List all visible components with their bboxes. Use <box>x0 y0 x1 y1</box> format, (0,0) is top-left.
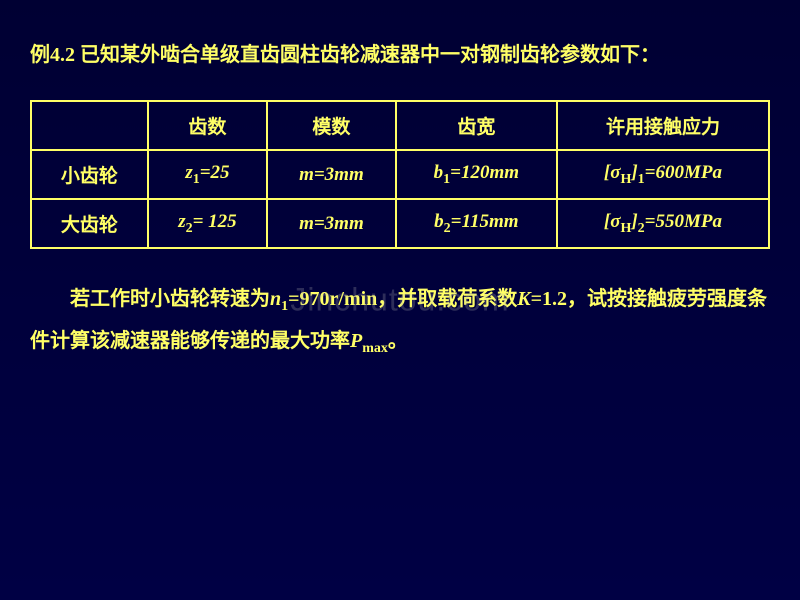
small-gear-label: 小齿轮 <box>31 150 148 199</box>
large-gear-stress: [σH]2=550MPa <box>557 199 769 248</box>
gear-parameters-table: 齿数 模数 齿宽 许用接触应力 小齿轮 z1=25 m=3mm b1=120mm… <box>30 100 770 249</box>
large-gear-width: b2=115mm <box>396 199 557 248</box>
small-gear-width: b1=120mm <box>396 150 557 199</box>
header-teeth: 齿数 <box>148 101 267 150</box>
header-module: 模数 <box>267 101 396 150</box>
table-row: 小齿轮 z1=25 m=3mm b1=120mm [σH]1=600MPa <box>31 150 769 199</box>
small-gear-stress: [σH]1=600MPa <box>557 150 769 199</box>
header-width: 齿宽 <box>396 101 557 150</box>
large-gear-teeth: z2= 125 <box>148 199 267 248</box>
large-gear-module: m=3mm <box>267 199 396 248</box>
large-gear-label: 大齿轮 <box>31 199 148 248</box>
small-gear-module: m=3mm <box>267 150 396 199</box>
example-title: 例4.2 已知某外啮合单级直齿圆柱齿轮减速器中一对钢制齿轮参数如下： <box>30 40 770 70</box>
problem-statement: 若工作时小齿轮转速为n1=970r/min，并取载荷系数K=1.2，试按接触疲劳… <box>30 279 770 363</box>
table-row: 大齿轮 z2= 125 m=3mm b2=115mm [σH]2=550MPa <box>31 199 769 248</box>
table-header-row: 齿数 模数 齿宽 许用接触应力 <box>31 101 769 150</box>
small-gear-teeth: z1=25 <box>148 150 267 199</box>
header-empty <box>31 101 148 150</box>
header-stress: 许用接触应力 <box>557 101 769 150</box>
